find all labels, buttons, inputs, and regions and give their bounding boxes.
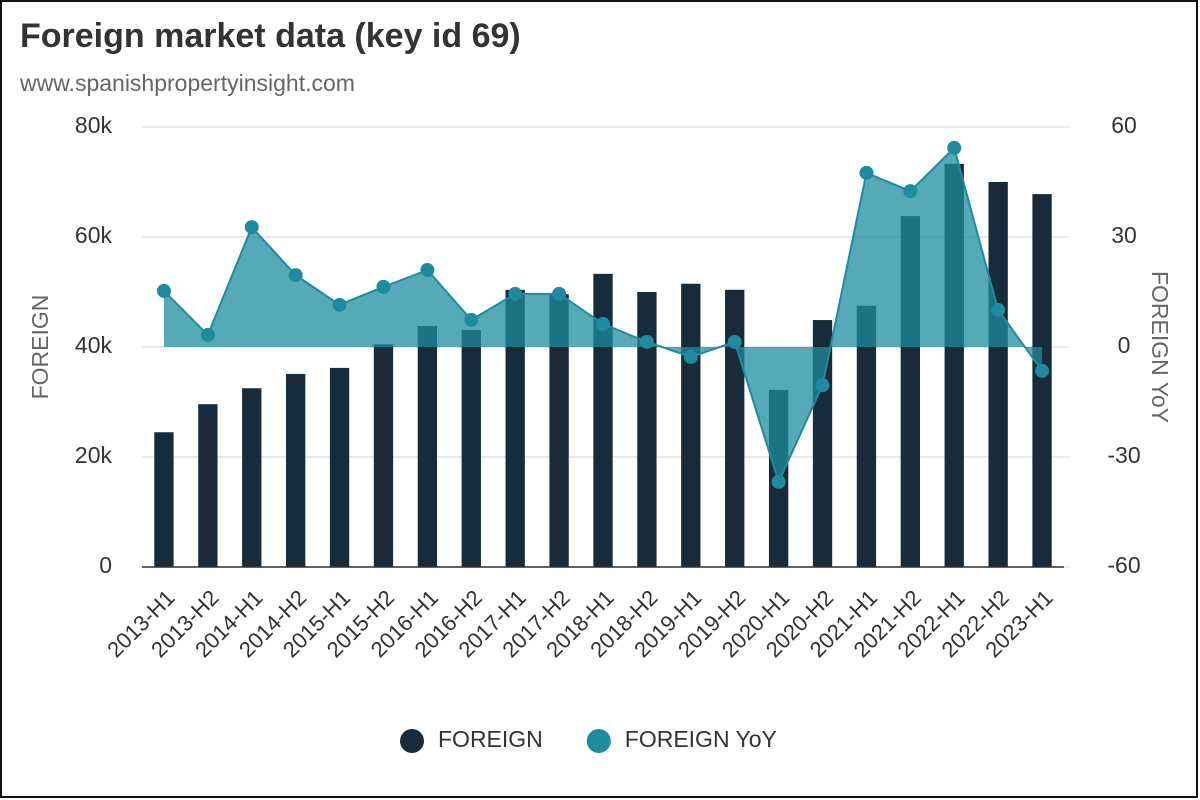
- data-point: [859, 165, 874, 180]
- bar: [461, 329, 481, 567]
- bar: [856, 305, 877, 567]
- data-point: [156, 283, 171, 298]
- chart-subtitle: www.spanishpropertyinsight.com: [19, 70, 355, 96]
- y-tick-label: 20k: [75, 442, 113, 468]
- data-point: [200, 327, 215, 342]
- bar: [681, 283, 701, 567]
- data-point: [420, 263, 435, 277]
- data-point: [991, 302, 1006, 317]
- data-point: [464, 312, 479, 327]
- bar: [505, 289, 525, 567]
- data-point: [596, 316, 610, 331]
- y-tick-label: 80k: [75, 112, 113, 138]
- bar: [154, 432, 174, 567]
- bar: [1032, 194, 1052, 567]
- bar: [637, 292, 657, 567]
- y-tick-label: 40k: [75, 332, 113, 358]
- y2-tick-label: 0: [1118, 332, 1131, 358]
- data-point: [1035, 363, 1050, 378]
- data-point: [332, 297, 347, 312]
- bar: [549, 294, 569, 567]
- data-point: [771, 474, 786, 489]
- y-tick-label: 0: [99, 552, 112, 578]
- data-point: [947, 140, 962, 155]
- bar: [286, 373, 306, 567]
- y2-tick-label: 60: [1111, 112, 1137, 138]
- data-point: [903, 184, 918, 199]
- area-fill: [163, 147, 1043, 482]
- legend-label: FOREIGN YoY: [625, 726, 777, 752]
- bar: [329, 367, 350, 567]
- data-point: [639, 334, 654, 349]
- data-point: [552, 286, 567, 301]
- y2-tick-label: -60: [1107, 552, 1140, 578]
- bar: [417, 326, 438, 567]
- bar: [725, 289, 745, 567]
- y-tick-label: 60k: [75, 222, 113, 248]
- data-point: [508, 286, 523, 301]
- data-point: [376, 279, 391, 294]
- data-point: [683, 349, 698, 364]
- legend-swatch: [586, 729, 611, 753]
- y-axis-label: FOREIGN: [27, 295, 53, 400]
- bar: [988, 182, 1008, 567]
- bar: [198, 404, 218, 567]
- chart-title: Foreign market data (key id 69): [20, 17, 521, 55]
- bar: [242, 388, 262, 567]
- legend-swatch: [400, 729, 424, 753]
- y2-axis-label: FOREIGN YoY: [1147, 271, 1173, 423]
- bar: [373, 344, 394, 567]
- data-point: [244, 220, 259, 235]
- data-point: [727, 334, 742, 349]
- bar: [593, 273, 613, 567]
- data-point: [815, 378, 830, 393]
- y2-tick-label: -30: [1107, 442, 1140, 468]
- data-point: [288, 268, 303, 283]
- legend-label: FOREIGN: [438, 726, 543, 752]
- y2-tick-label: 30: [1111, 222, 1137, 248]
